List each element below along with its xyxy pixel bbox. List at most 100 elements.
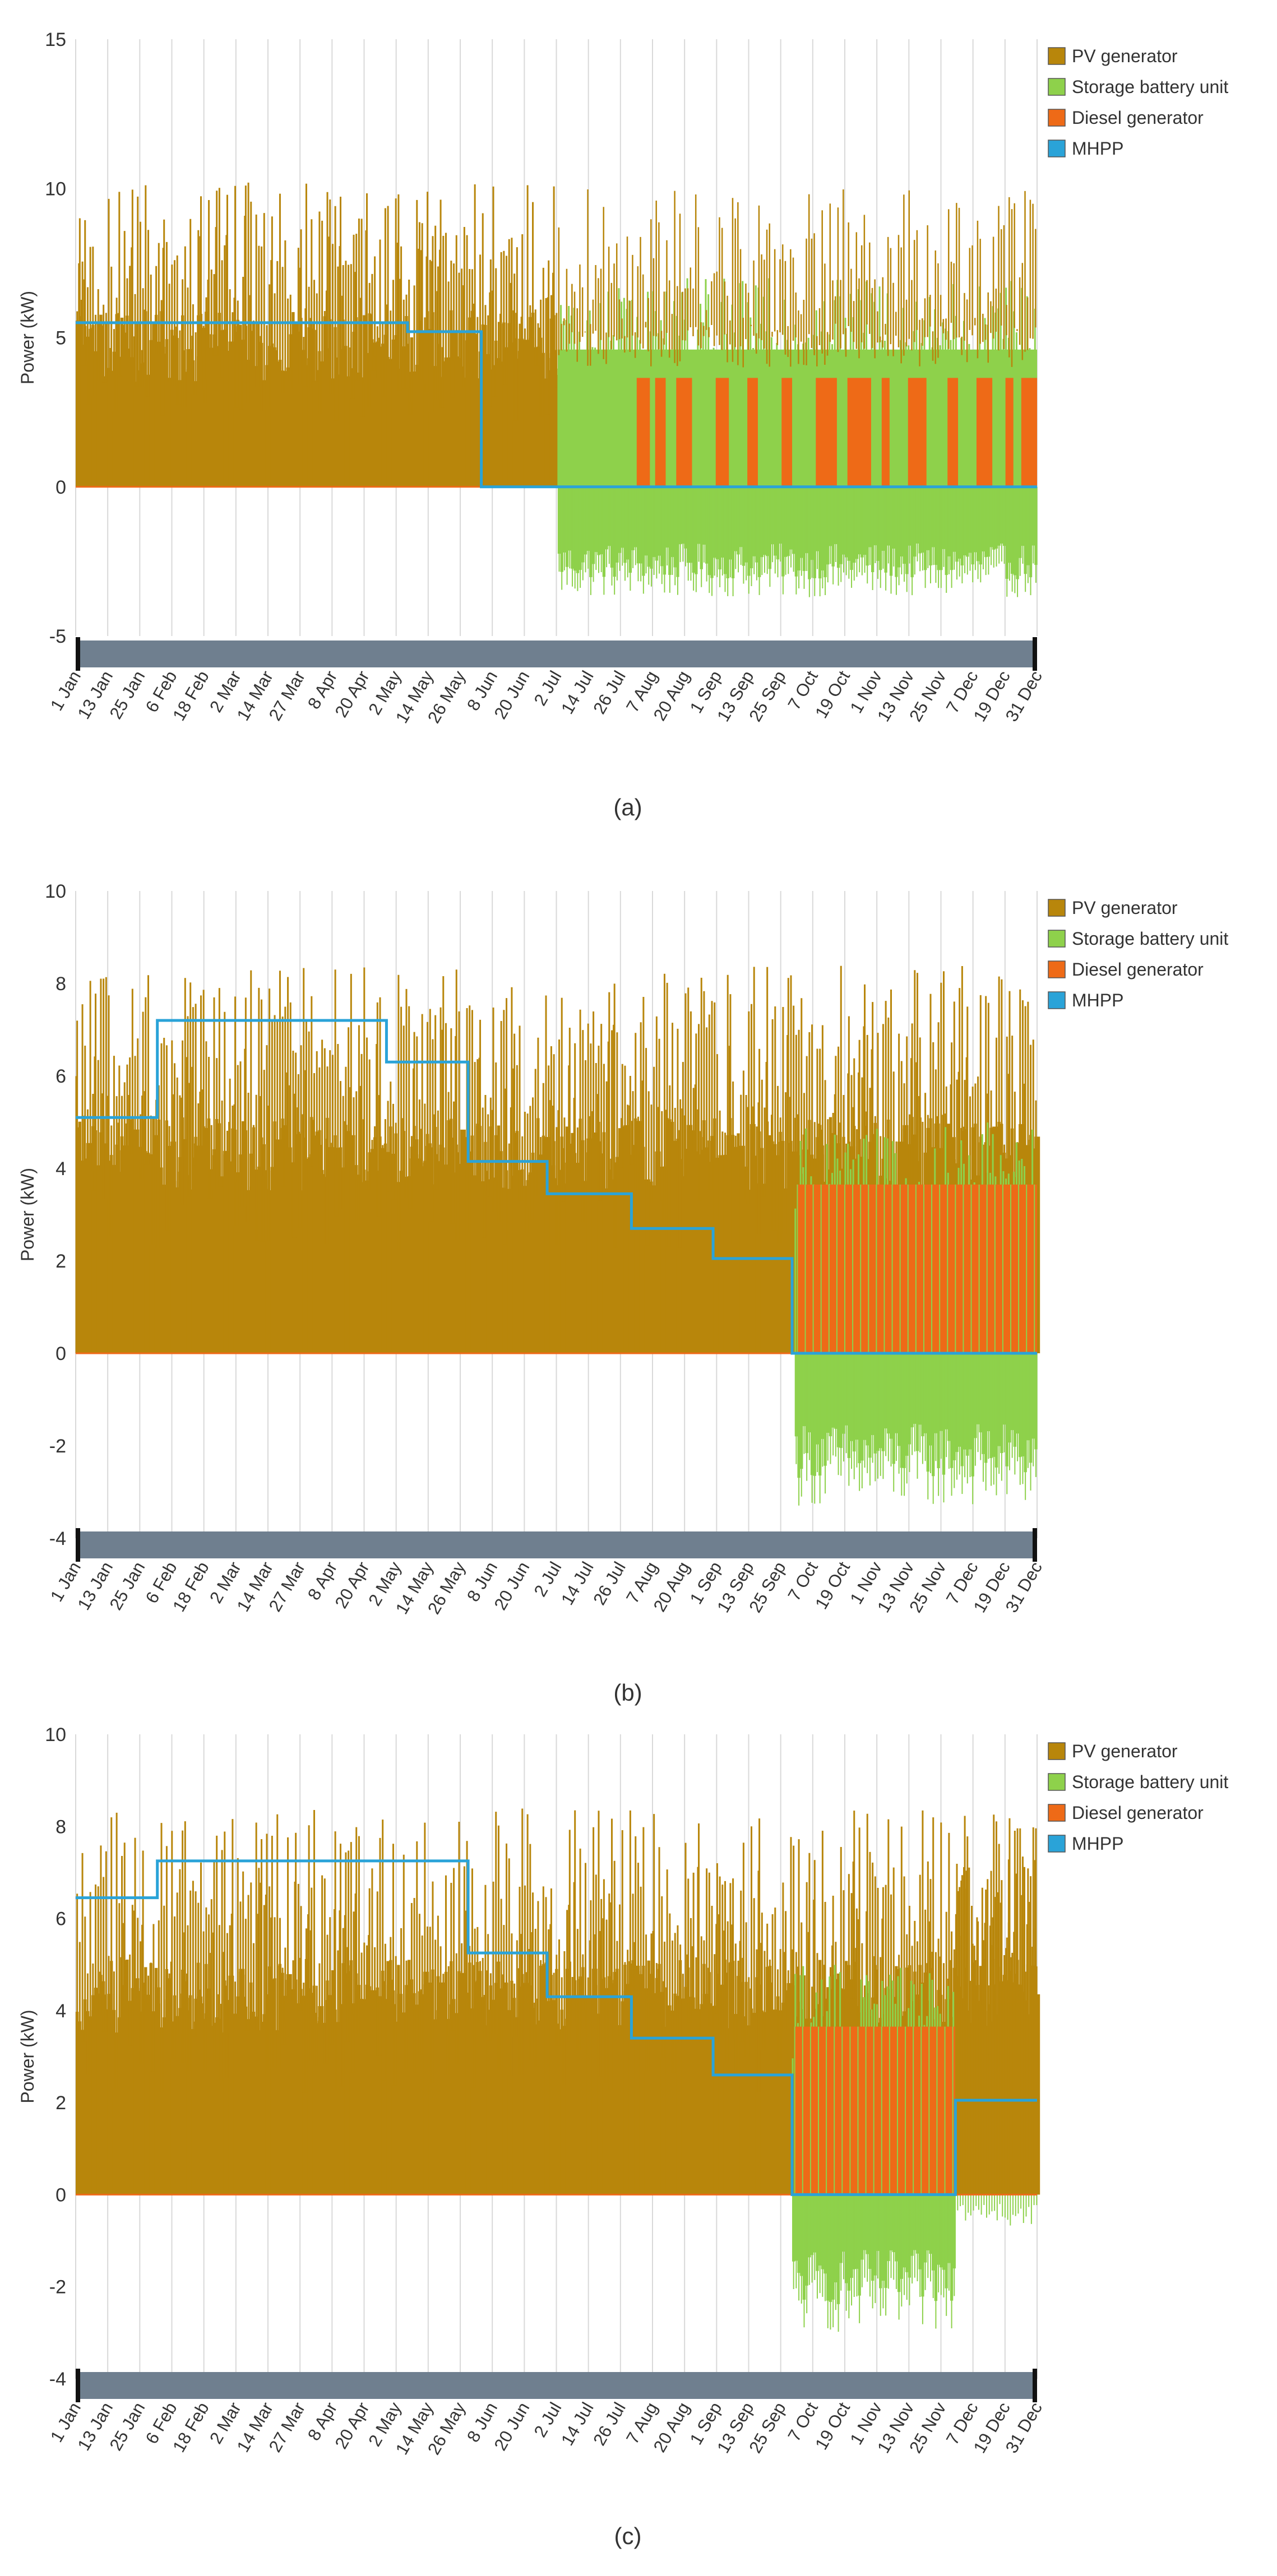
pv-body-bar: [644, 2071, 650, 2195]
pv-body-bar: [286, 380, 292, 487]
pv-body-bar: [502, 384, 508, 487]
pv-body-bar: [397, 390, 403, 487]
scrollbar[interactable]: [76, 2372, 1037, 2399]
series-storage-battery: [557, 486, 1038, 597]
pv-body-bar: [565, 2041, 571, 2195]
pv-body-bar: [270, 2067, 276, 2195]
scrollbar-handle-left[interactable]: [76, 637, 80, 671]
pv-body-bar: [202, 402, 208, 487]
pv-body-bar: [86, 2074, 92, 2195]
pv-body-bar: [255, 2030, 261, 2195]
pv-body-bar: [692, 1151, 698, 1353]
pv-body-bar: [608, 2089, 614, 2195]
pv-body-bar: [481, 2037, 487, 2195]
scrollbar-handle-right[interactable]: [1033, 637, 1037, 671]
y-tick-label: -4: [49, 1528, 66, 1549]
pv-body-bar: [544, 414, 550, 487]
scrollbar-handle-left[interactable]: [76, 2369, 80, 2402]
legend-swatch: [1048, 991, 1066, 1009]
pv-body-bar: [292, 2000, 298, 2195]
pv-body-bar: [239, 409, 245, 487]
legend-swatch: [1048, 960, 1066, 978]
pv-body-bar: [549, 353, 556, 487]
pv-body-bar: [91, 396, 98, 487]
pv-body-bar: [112, 410, 118, 487]
y-tick-label: 6: [55, 1909, 66, 1930]
pv-body-bar: [623, 1125, 630, 1353]
pv-body-bar: [734, 1147, 740, 1353]
pv-body-bar: [518, 338, 524, 487]
pv-body-bar: [744, 1204, 751, 1353]
pv-body-bar: [486, 2040, 492, 2195]
diesel-bar: [816, 378, 837, 487]
pv-body-bar: [197, 1996, 203, 2195]
pv-body-bar: [381, 2080, 387, 2195]
pv-body-bar: [786, 1152, 793, 1353]
pv-body-bar: [534, 365, 540, 487]
pv-body-bar: [397, 1250, 403, 1353]
x-tick-label: 26 Jul: [589, 1558, 630, 1608]
pv-body-bar: [518, 2074, 524, 2195]
pv-body-bar: [771, 2009, 777, 2195]
pv-body-bar: [439, 1982, 445, 2195]
scrollbar-handle-left[interactable]: [76, 1528, 80, 1562]
pv-body-bar: [86, 1143, 92, 1353]
diesel-bar: [1005, 378, 1014, 487]
pv-body-bar: [207, 347, 213, 487]
pv-body-bar: [191, 1165, 197, 1353]
pv-body-bar: [360, 1182, 366, 1353]
pv-body-bar: [465, 2020, 471, 2195]
pv-body-bar: [197, 1145, 203, 1353]
pv-body-bar: [175, 1202, 182, 1353]
legend-label: Diesel generator: [1072, 108, 1204, 128]
pv-body-bar: [470, 2087, 476, 2195]
pv-body-bar: [149, 2071, 155, 2195]
pv-body-bar: [312, 1135, 318, 1353]
pv-body-bar: [96, 2014, 103, 2195]
series-mhpp: [76, 1859, 1037, 2196]
pv-body-bar: [670, 2072, 677, 2195]
pv-body-bar: [144, 1164, 150, 1353]
pv-body-bar: [450, 2030, 456, 2195]
pv-body-bar: [312, 2065, 318, 2195]
pv-body-bar: [529, 337, 535, 487]
pv-body-bar: [186, 1196, 192, 1353]
pv-body-bar: [328, 2044, 334, 2195]
pv-body-bar: [355, 1220, 360, 1353]
pv-body-bar: [492, 1211, 498, 1353]
pv-body-bar: [497, 1222, 503, 1353]
pv-body-bar: [386, 1985, 392, 2195]
pv-body-bar: [397, 1994, 403, 2195]
pv-body-bar: [244, 2030, 250, 2195]
pv-body-bar: [628, 2034, 635, 2195]
pv-body-bar: [276, 1139, 281, 1353]
series-storage-battery: [794, 1353, 1038, 1506]
scrollbar-handle-right[interactable]: [1033, 1528, 1037, 1562]
pv-body-bar: [512, 2037, 519, 2195]
pv-body-bar: [781, 1234, 788, 1353]
pv-body-bar: [239, 1969, 245, 2195]
pv-body-bar: [608, 1179, 614, 1353]
pv-body-bar: [734, 2077, 740, 2195]
pv-body-bar: [334, 2090, 340, 2195]
y-tick-label: 0: [55, 477, 66, 498]
panel-caption: (b): [613, 1679, 642, 1706]
pv-body-bar: [128, 2045, 134, 2195]
pv-body-bar: [170, 386, 177, 487]
scrollbar[interactable]: [76, 1531, 1037, 1558]
diesel-bar: [781, 378, 793, 487]
scrollbar[interactable]: [76, 640, 1037, 667]
pv-body-bar: [408, 1208, 413, 1353]
pv-body-bar: [154, 354, 160, 487]
y-tick-label: 5: [55, 328, 66, 349]
pv-body-bar: [149, 340, 155, 487]
y-tick-label: 8: [55, 1816, 66, 1837]
pv-body-bar: [228, 341, 234, 487]
pv-body-bar: [502, 1982, 508, 2195]
pv-body-bar: [323, 350, 329, 487]
scrollbar-handle-right[interactable]: [1033, 2369, 1037, 2402]
pv-body-bar: [371, 1990, 377, 2195]
pv-body-bar: [128, 1154, 134, 1353]
